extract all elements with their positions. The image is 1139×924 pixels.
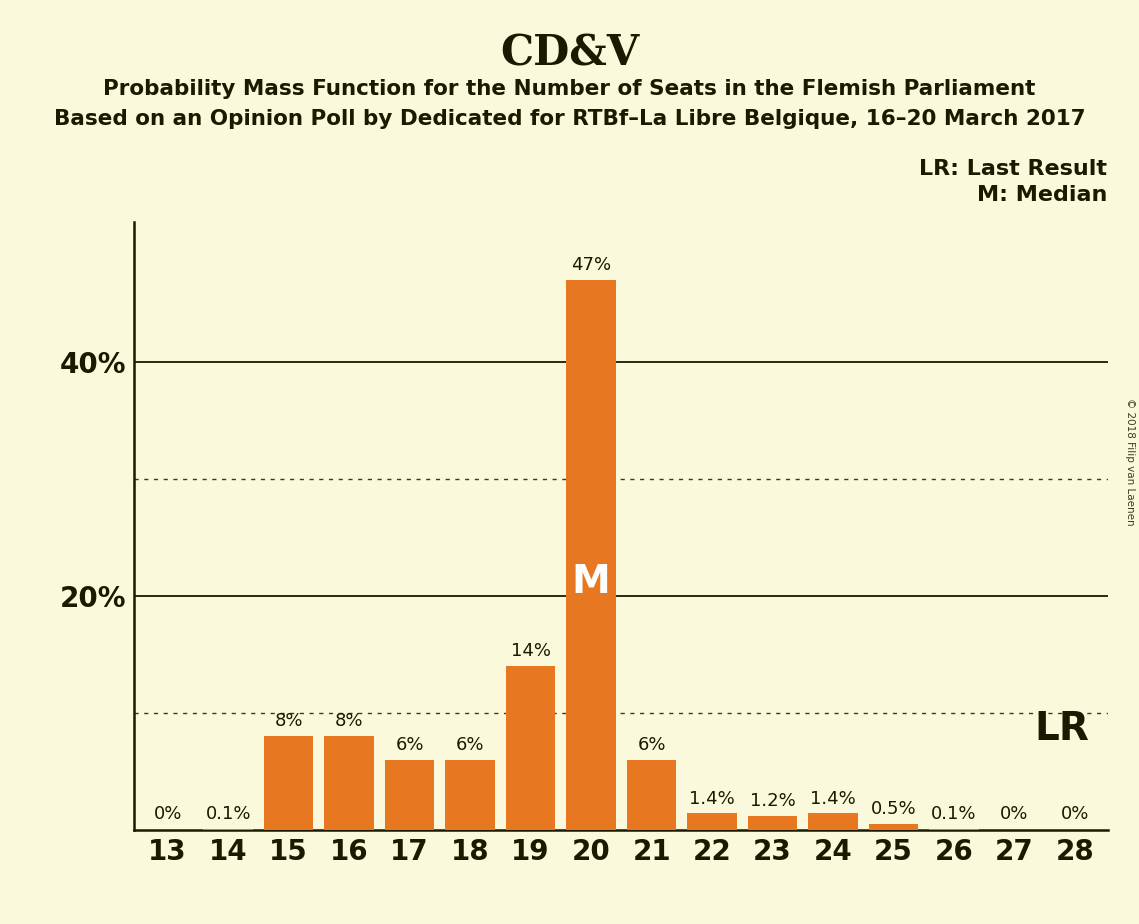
- Bar: [809, 813, 858, 830]
- Text: 6%: 6%: [638, 736, 666, 754]
- Bar: [747, 816, 797, 830]
- Text: 0.1%: 0.1%: [205, 805, 251, 822]
- Text: 14%: 14%: [510, 642, 550, 661]
- Text: CD&V: CD&V: [500, 32, 639, 74]
- Text: LR: LR: [1034, 711, 1089, 748]
- Bar: [566, 280, 616, 830]
- Text: 8%: 8%: [335, 712, 363, 730]
- Text: 0.5%: 0.5%: [870, 800, 917, 818]
- Text: 0.1%: 0.1%: [932, 805, 977, 822]
- Text: 1.4%: 1.4%: [810, 789, 855, 808]
- Bar: [264, 736, 313, 830]
- Bar: [445, 760, 495, 830]
- Text: 0%: 0%: [154, 805, 182, 822]
- Bar: [687, 813, 737, 830]
- Text: M: Median: M: Median: [977, 185, 1107, 205]
- Text: 1.2%: 1.2%: [749, 792, 795, 809]
- Text: M: M: [572, 564, 611, 602]
- Bar: [626, 760, 677, 830]
- Text: 0%: 0%: [1060, 805, 1089, 822]
- Text: 6%: 6%: [456, 736, 484, 754]
- Text: 1.4%: 1.4%: [689, 789, 735, 808]
- Text: Probability Mass Function for the Number of Seats in the Flemish Parliament: Probability Mass Function for the Number…: [104, 79, 1035, 99]
- Bar: [869, 824, 918, 830]
- Text: LR: Last Result: LR: Last Result: [919, 159, 1107, 179]
- Text: 0%: 0%: [1000, 805, 1029, 822]
- Bar: [385, 760, 434, 830]
- Text: Based on an Opinion Poll by Dedicated for RTBf–La Libre Belgique, 16–20 March 20: Based on an Opinion Poll by Dedicated fo…: [54, 109, 1085, 129]
- Text: © 2018 Filip van Laenen: © 2018 Filip van Laenen: [1125, 398, 1134, 526]
- Bar: [506, 666, 556, 830]
- Text: 6%: 6%: [395, 736, 424, 754]
- Text: 8%: 8%: [274, 712, 303, 730]
- Bar: [325, 736, 374, 830]
- Bar: [929, 829, 978, 830]
- Text: 47%: 47%: [571, 256, 612, 274]
- Bar: [204, 829, 253, 830]
